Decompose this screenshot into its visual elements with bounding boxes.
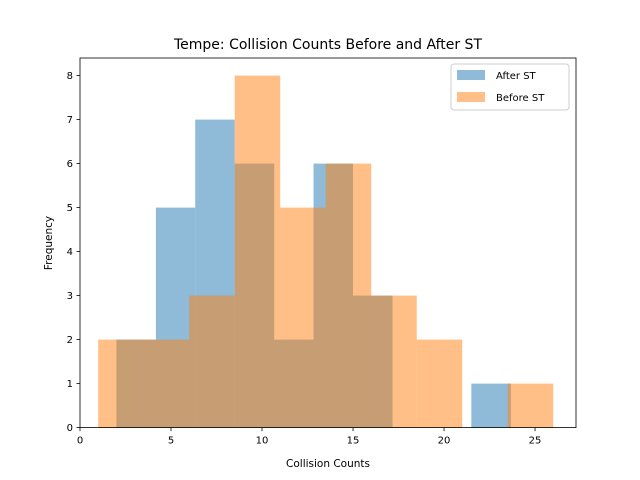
bar (143, 339, 190, 428)
legend-label: After ST (496, 71, 537, 82)
bar (471, 383, 511, 428)
chart-title: Tempe: Collision Counts Before and After… (173, 37, 482, 53)
bar (280, 207, 326, 428)
x-tick-label: 5 (168, 436, 174, 447)
bar (234, 75, 281, 428)
y-axis: 0 1 2 3 4 5 6 7 8 (67, 71, 80, 434)
y-tick-label: 3 (67, 291, 73, 302)
bar (416, 339, 463, 428)
y-tick-label: 0 (67, 423, 73, 434)
x-tick-label: 25 (529, 436, 542, 447)
bar (325, 163, 372, 428)
x-axis-label: Collision Counts (286, 458, 370, 470)
y-tick-label: 7 (67, 115, 73, 126)
bar (98, 339, 144, 428)
legend: After ST Before ST (450, 63, 570, 111)
legend-label: Before ST (496, 93, 545, 104)
y-axis-label: Frequency (43, 216, 55, 270)
y-tick-label: 5 (67, 203, 73, 214)
x-tick-label: 15 (347, 436, 360, 447)
y-tick-label: 6 (67, 159, 73, 170)
y-tick-label: 1 (67, 379, 73, 390)
plot-frame (79, 57, 577, 429)
series-1 (98, 75, 554, 428)
x-axis: 0 5 10 15 20 25 (77, 427, 542, 447)
x-tick-label: 10 (256, 436, 269, 447)
bar (371, 295, 417, 428)
legend-swatch (457, 70, 485, 80)
x-tick-label: 20 (438, 436, 451, 447)
legend-swatch (457, 92, 485, 102)
bar (507, 383, 554, 428)
x-tick-label: 0 (77, 436, 83, 447)
y-tick-label: 4 (67, 247, 73, 258)
y-tick-label: 8 (67, 71, 73, 82)
y-tick-label: 2 (67, 335, 73, 346)
bar (189, 295, 235, 428)
plot-area (98, 75, 554, 428)
